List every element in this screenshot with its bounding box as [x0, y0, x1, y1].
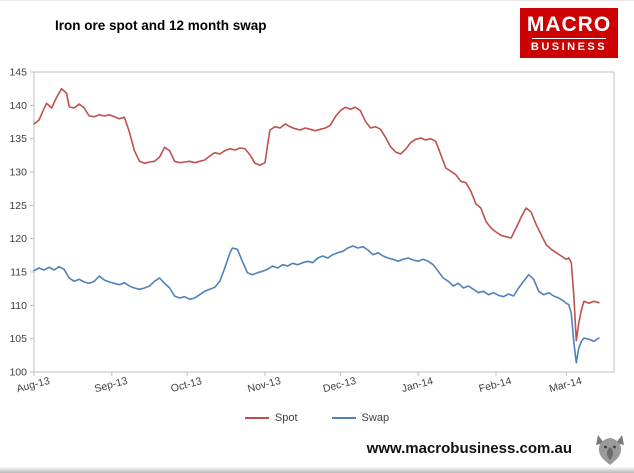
svg-text:130: 130	[9, 167, 27, 179]
svg-text:140: 140	[9, 100, 27, 112]
svg-text:125: 125	[9, 200, 27, 212]
logo-line2: BUSINESS	[530, 40, 608, 53]
macrobusiness-logo: MACRO BUSINESS	[520, 8, 618, 58]
footer-url: www.macrobusiness.com.au	[366, 440, 572, 457]
svg-text:Nov-13: Nov-13	[246, 375, 282, 395]
svg-text:105: 105	[9, 333, 27, 345]
svg-text:Sep-13: Sep-13	[93, 375, 129, 395]
chart-legend: Spot Swap	[0, 412, 634, 424]
svg-text:115: 115	[10, 267, 27, 279]
svg-text:Jan-14: Jan-14	[400, 375, 434, 395]
chart-title: Iron ore spot and 12 month swap	[55, 18, 267, 33]
bottom-edge-shadow	[0, 467, 634, 473]
legend-swatch-spot-line	[244, 417, 269, 419]
legend-item-spot: Spot	[244, 412, 298, 424]
svg-text:110: 110	[10, 300, 27, 312]
logo-line1: MACRO	[526, 12, 612, 36]
legend-label-spot: Spot	[274, 412, 298, 424]
svg-text:Dec-13: Dec-13	[322, 375, 358, 395]
svg-text:120: 120	[9, 233, 27, 245]
svg-text:100: 100	[9, 367, 27, 379]
wolf-logo-icon	[596, 435, 624, 465]
legend-item-swap: Swap	[331, 412, 390, 424]
logo-divider	[532, 37, 606, 39]
svg-text:Mar-14: Mar-14	[548, 375, 583, 395]
svg-text:135: 135	[9, 133, 27, 145]
legend-label-swap: Swap	[361, 412, 390, 424]
legend-swatch-swap-line	[331, 417, 356, 419]
svg-text:145: 145	[9, 67, 27, 79]
svg-text:Oct-13: Oct-13	[170, 375, 204, 395]
svg-text:Feb-14: Feb-14	[478, 375, 513, 395]
